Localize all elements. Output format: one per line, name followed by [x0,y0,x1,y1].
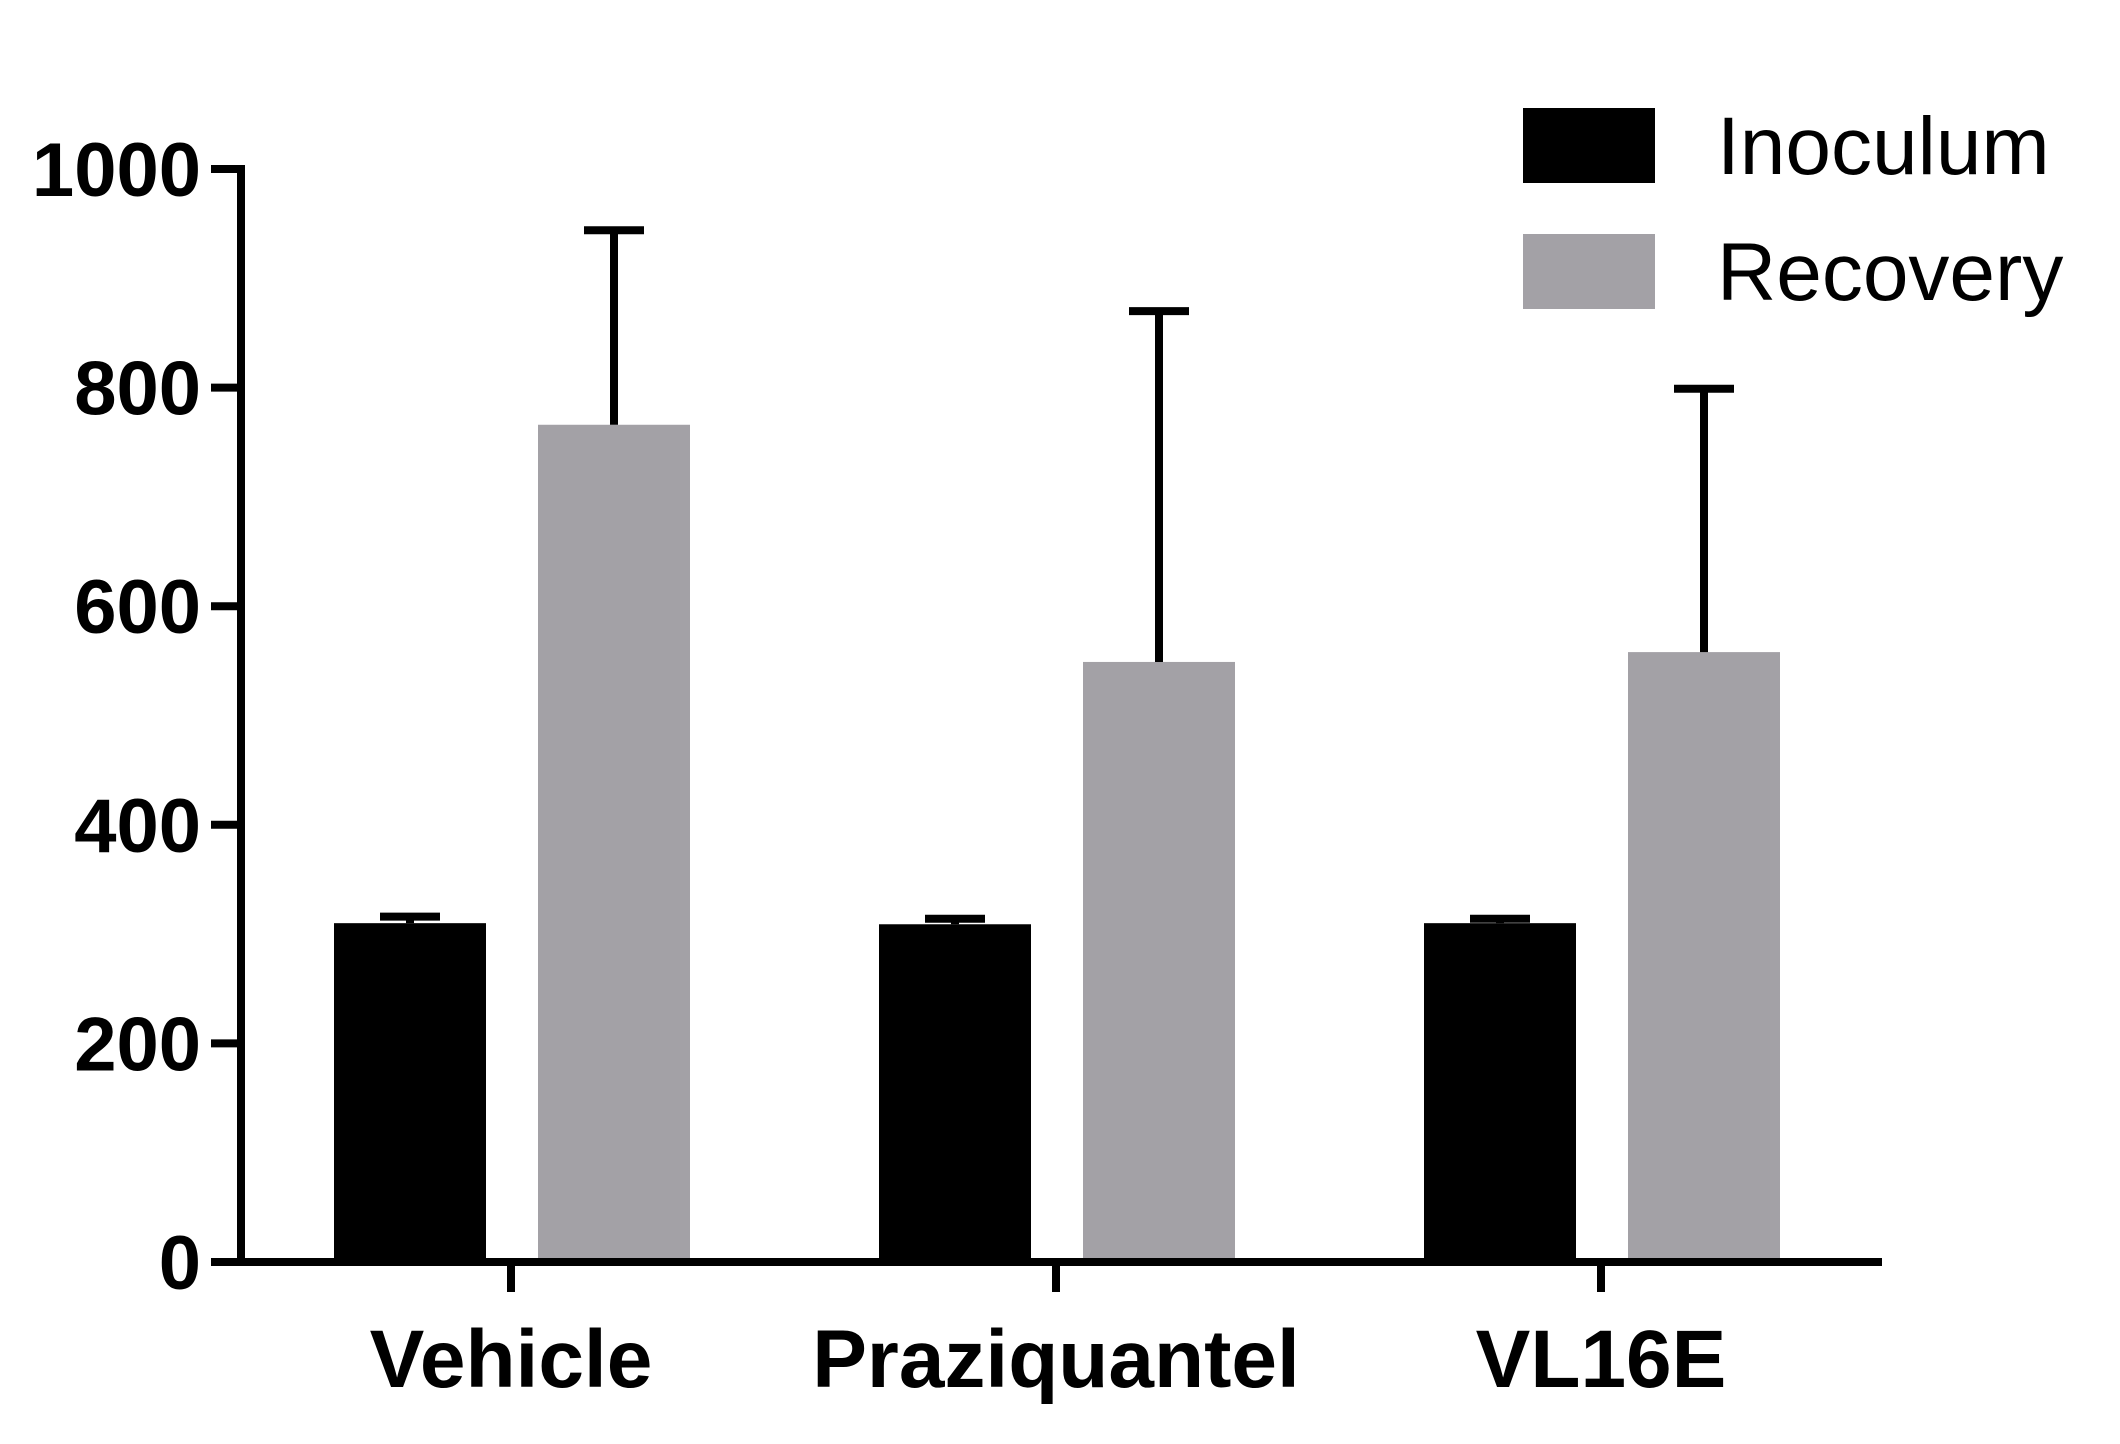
x-tick-label: Vehicle [370,1314,653,1405]
bar-recovery-vehicle [538,424,690,1263]
legend-label-recovery: Recovery [1717,227,2063,318]
bar-recovery-praziquantel [1083,661,1235,1262]
bar-inoculum-praziquantel [879,924,1031,1262]
y-tick-label: 0 [159,1221,201,1306]
bar-inoculum-vl16e [1424,923,1576,1262]
legend-label-inoculum: Inoculum [1717,101,2050,192]
legend-swatch-recovery [1523,234,1655,309]
bar-recovery-vl16e [1628,652,1780,1262]
legend-swatch-inoculum [1523,108,1655,183]
y-tick-label: 600 [74,565,201,650]
y-tick-label: 800 [74,347,201,432]
y-tick-label: 400 [74,784,201,869]
x-tick-label: Praziquantel [812,1314,1300,1405]
y-tick-label: 200 [74,1002,201,1087]
x-tick-label: VL16E [1476,1314,1727,1405]
bar-inoculum-vehicle [334,923,486,1262]
y-tick-label: 1000 [32,128,201,213]
